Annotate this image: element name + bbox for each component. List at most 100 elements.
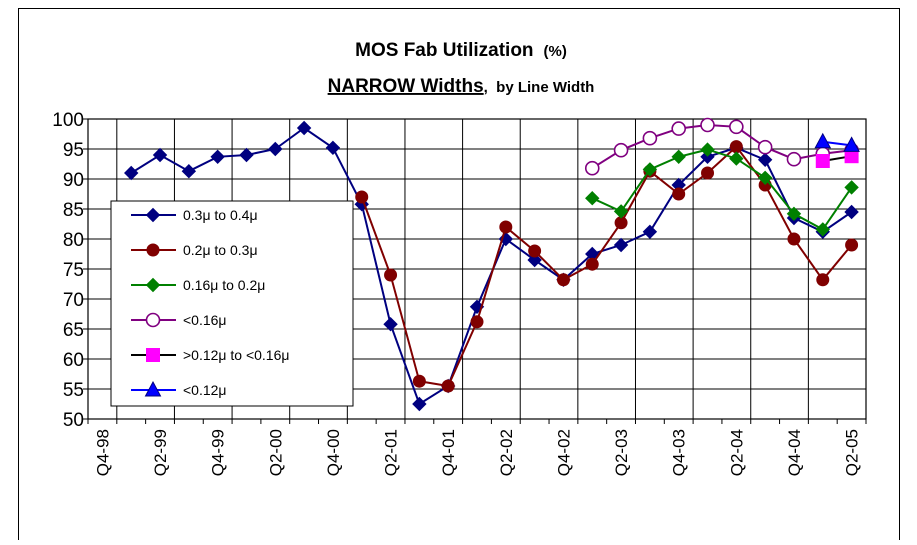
point [700,142,715,157]
point [355,190,369,204]
point [729,119,744,135]
y-tick-label: 75 [63,260,84,281]
legend-label: >0.12μ to <0.16μ [183,347,289,363]
plot-area [87,118,867,420]
point [613,142,629,158]
point [642,224,658,240]
point [384,268,398,282]
point [786,151,802,167]
point [181,163,197,179]
point [412,374,426,388]
subtitle: NARROW Widths [328,76,484,97]
point [844,180,859,195]
point [729,140,743,154]
point [584,160,600,176]
point [757,152,773,168]
point [585,190,600,206]
legend [110,200,354,407]
point [816,273,830,287]
point [124,165,139,181]
point [412,396,427,412]
legend-label: 0.2μ to 0.3μ [183,242,258,258]
point [815,222,830,237]
legend-marker [144,380,162,397]
x-tick-label: Q2-01 [382,429,401,476]
y-tick-label: 50 [63,410,84,431]
series-line [591,148,853,231]
y-tick-label: 55 [63,380,84,401]
x-tick-label: Q4-03 [670,429,689,476]
point [787,232,801,246]
y-tick-label: 70 [63,290,84,311]
x-tick-label: Q4-99 [209,429,228,476]
legend-marker [145,207,161,223]
chart-title-group: MOS Fab Utilization (%) [355,40,567,61]
point [499,220,513,234]
x-tick-label: Q2-04 [727,429,746,476]
series-line [591,123,852,170]
point [671,121,687,136]
legend-marker [145,312,161,328]
point [844,149,859,164]
point [843,136,860,152]
x-tick-label: Q2-02 [497,429,516,476]
point [528,244,542,258]
point [556,273,570,287]
point [672,187,686,201]
point [383,316,398,332]
point [613,204,629,219]
point [585,257,599,271]
point [671,149,686,165]
point [296,120,312,136]
title-unit: (%) [544,43,567,60]
point [268,141,283,157]
x-tick-label: Q2-00 [266,429,285,476]
point [701,166,715,180]
x-tick-label: Q2-99 [151,429,170,476]
y-tick-label: 90 [63,170,84,191]
point [152,147,168,163]
x-tick-label: Q4-02 [554,429,573,476]
point [642,162,658,177]
point [814,132,832,149]
point [700,117,715,133]
legend-label: 0.3μ to 0.4μ [183,207,258,223]
legend-marker [145,277,161,293]
point [757,170,773,186]
point [729,151,744,166]
x-tick-label: Q4-04 [785,429,804,476]
point [757,139,773,155]
x-tick-label: Q2-05 [843,429,862,476]
chart-title: MOS Fab Utilization [355,40,533,61]
x-tick-label: Q4-01 [439,429,458,476]
point [844,204,859,220]
subtitle-group: NARROW Widths, by Line Width [328,76,595,97]
point [613,237,629,253]
legend-label: 0.16μ to 0.2μ [183,277,265,293]
y-tick-label: 60 [63,350,84,371]
y-tick-label: 85 [63,200,84,221]
point [845,238,859,252]
x-tick-label: Q4-98 [93,429,112,476]
point [470,315,484,329]
x-tick-label: Q2-03 [612,429,631,476]
y-tick-label: 100 [52,110,84,131]
legend-label: <0.12μ [183,382,227,398]
point [642,130,658,146]
point [815,154,830,168]
point [325,140,341,156]
y-tick-label: 80 [63,230,84,251]
x-tick-label: Q4-00 [324,429,343,476]
point [441,379,455,393]
legend-marker [146,348,160,362]
legend-marker [146,243,160,257]
y-tick-label: 95 [63,140,84,161]
point [239,147,254,163]
point [210,149,225,165]
legend-label: <0.16μ [183,312,227,328]
y-tick-label: 65 [63,320,84,341]
point [786,206,802,222]
point [527,252,542,268]
subtitle-suffix: , by Line Width [484,79,595,96]
